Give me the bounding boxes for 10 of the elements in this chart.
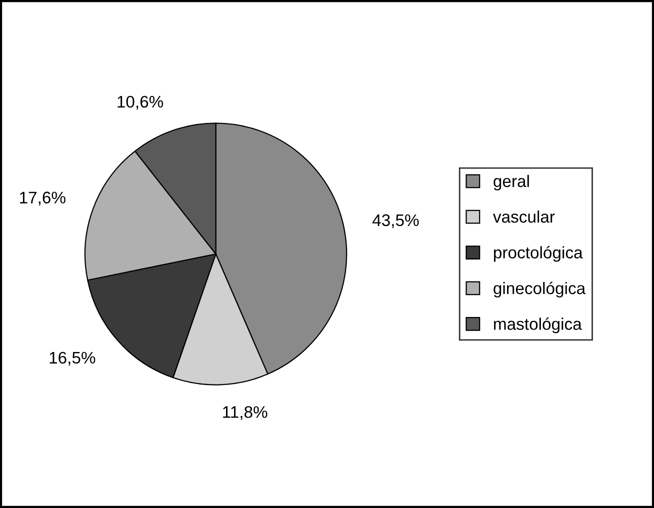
legend-label: mastológica: [494, 317, 582, 334]
data-label: 17,6%: [20, 192, 66, 206]
data-label: 11,8%: [223, 406, 268, 420]
legend-label: ginecológica: [494, 282, 586, 298]
data-label: 16,5%: [50, 352, 96, 366]
legend-label: geral: [494, 174, 529, 190]
data-label: 43,5%: [372, 214, 419, 228]
data-label: 10,6%: [118, 96, 164, 110]
legend-label: vascular: [492, 210, 555, 223]
legend-label: proctológica: [494, 246, 583, 262]
